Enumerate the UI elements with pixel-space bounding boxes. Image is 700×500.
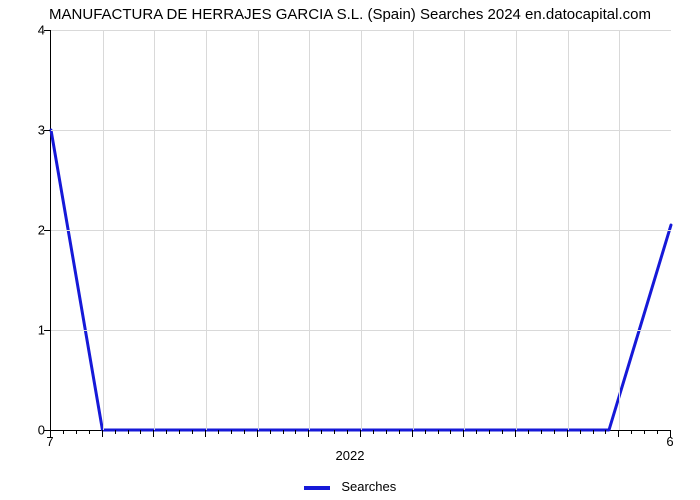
- legend-swatch: [304, 486, 330, 490]
- xtick-mark-minor: [63, 430, 64, 434]
- chart-title: MANUFACTURA DE HERRAJES GARCIA S.L. (Spa…: [0, 6, 700, 23]
- ytick-label: 4: [30, 23, 45, 38]
- xtick-mark-minor: [270, 430, 271, 434]
- gridline-vertical: [206, 30, 207, 430]
- xtick-mark-minor: [631, 430, 632, 434]
- xtick-mark-minor: [140, 430, 141, 434]
- xtick-mark-minor: [386, 430, 387, 434]
- xtick-mark-minor: [593, 430, 594, 434]
- xtick-mark-minor: [605, 430, 606, 434]
- gridline-vertical: [413, 30, 414, 430]
- xtick-mark-minor: [399, 430, 400, 434]
- xtick-mark-minor: [425, 430, 426, 434]
- gridline-vertical: [464, 30, 465, 430]
- ytick-label: 2: [30, 223, 45, 238]
- xtick-mark-minor: [295, 430, 296, 434]
- ytick-label: 1: [30, 323, 45, 338]
- xtick-mark-minor: [489, 430, 490, 434]
- xtick-mark-minor: [115, 430, 116, 434]
- xtick-mark-major: [463, 430, 464, 437]
- xtick-mark-minor: [476, 430, 477, 434]
- xtick-mark-minor: [657, 430, 658, 434]
- xtick-mark-minor: [321, 430, 322, 434]
- xtick-mark-minor: [231, 430, 232, 434]
- legend: Searches: [0, 479, 700, 494]
- ytick-label: 0: [30, 423, 45, 438]
- xtick-mark-major: [205, 430, 206, 437]
- xtick-mark-major: [360, 430, 361, 437]
- xtick-mark-minor: [179, 430, 180, 434]
- chart-container: MANUFACTURA DE HERRAJES GARCIA S.L. (Spa…: [0, 0, 700, 500]
- xtick-mark-major: [257, 430, 258, 437]
- xtick-mark-major: [153, 430, 154, 437]
- xtick-mark-major: [567, 430, 568, 437]
- xaxis-center-label: 2022: [0, 448, 700, 463]
- gridline-vertical: [154, 30, 155, 430]
- xtick-mark-major: [515, 430, 516, 437]
- xtick-label-left: 7: [46, 434, 53, 449]
- legend-label: Searches: [341, 479, 396, 494]
- gridline-vertical: [619, 30, 620, 430]
- xtick-mark-minor: [334, 430, 335, 434]
- xtick-mark-major: [102, 430, 103, 437]
- plot-area: [50, 30, 671, 431]
- gridline-vertical: [258, 30, 259, 430]
- xtick-mark-minor: [76, 430, 77, 434]
- xtick-mark-minor: [244, 430, 245, 434]
- xtick-mark-minor: [438, 430, 439, 434]
- ytick-mark: [44, 330, 50, 331]
- xtick-mark-minor: [450, 430, 451, 434]
- xtick-mark-major: [412, 430, 413, 437]
- ytick-mark: [44, 230, 50, 231]
- xtick-mark-minor: [644, 430, 645, 434]
- gridline-vertical: [309, 30, 310, 430]
- xtick-mark-minor: [166, 430, 167, 434]
- xtick-mark-major: [618, 430, 619, 437]
- xtick-mark-minor: [541, 430, 542, 434]
- xtick-label-right: 6: [666, 434, 673, 449]
- ytick-mark: [44, 30, 50, 31]
- ytick-label: 3: [30, 123, 45, 138]
- xtick-mark-major: [308, 430, 309, 437]
- xtick-mark-minor: [528, 430, 529, 434]
- xtick-mark-minor: [347, 430, 348, 434]
- xtick-mark-minor: [554, 430, 555, 434]
- xtick-mark-minor: [218, 430, 219, 434]
- xtick-mark-minor: [89, 430, 90, 434]
- gridline-vertical: [361, 30, 362, 430]
- xtick-mark-minor: [373, 430, 374, 434]
- xtick-mark-minor: [128, 430, 129, 434]
- xtick-mark-minor: [502, 430, 503, 434]
- xtick-mark-minor: [283, 430, 284, 434]
- ytick-mark: [44, 130, 50, 131]
- gridline-vertical: [516, 30, 517, 430]
- gridline-vertical: [103, 30, 104, 430]
- xtick-mark-minor: [192, 430, 193, 434]
- xtick-mark-minor: [580, 430, 581, 434]
- gridline-vertical: [568, 30, 569, 430]
